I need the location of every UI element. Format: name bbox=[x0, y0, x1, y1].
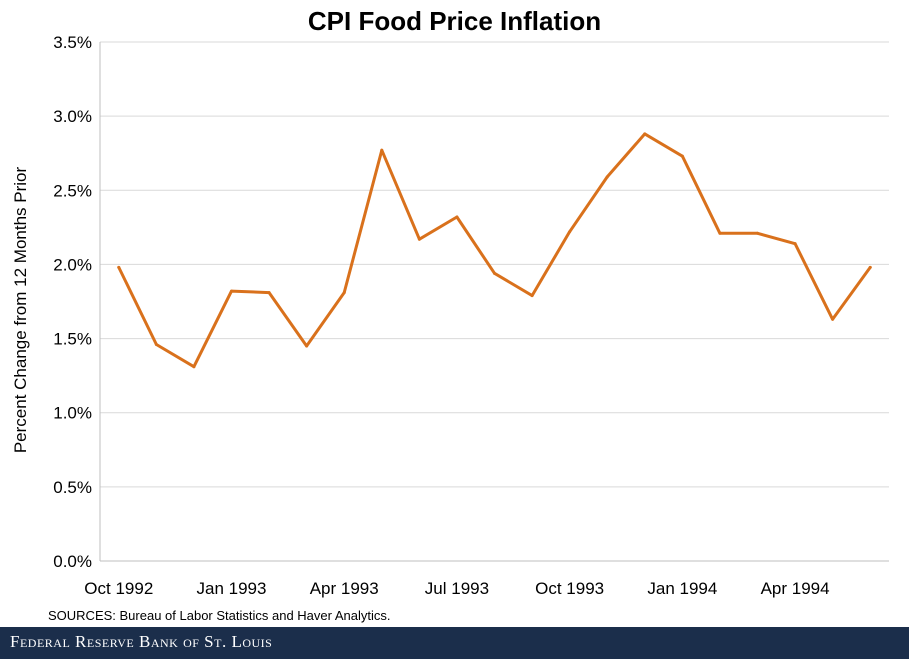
x-tick-label: Oct 1993 bbox=[535, 579, 604, 598]
gridlines bbox=[100, 41, 889, 488]
chart-title: CPI Food Price Inflation bbox=[307, 6, 602, 36]
footer-bar: Federal Reserve Bank of St. Louis bbox=[0, 627, 909, 659]
x-tick-label: Apr 1994 bbox=[761, 579, 830, 598]
data-point bbox=[718, 231, 722, 235]
data-point bbox=[868, 265, 872, 269]
y-tick-label: 1.5% bbox=[53, 330, 92, 349]
data-point bbox=[831, 317, 835, 321]
x-tick-labels: Oct 1992 Jan 1993 Apr 1993 Jul 1993 Oct 1993… bbox=[84, 579, 829, 598]
y-tick-label: 3.5% bbox=[53, 33, 92, 52]
data-point bbox=[192, 365, 196, 369]
data-point bbox=[793, 242, 797, 246]
axes bbox=[99, 42, 889, 562]
data-point bbox=[154, 343, 158, 347]
source-note: SOURCES: Bureau of Labor Statistics and … bbox=[48, 608, 391, 623]
data-point bbox=[493, 271, 496, 275]
x-tick-label: Apr 1993 bbox=[310, 579, 379, 598]
y-tick-label: 0.5% bbox=[53, 478, 92, 497]
data-point bbox=[605, 175, 609, 179]
x-tick-label: Jul 1993 bbox=[425, 579, 489, 598]
data-point bbox=[455, 215, 459, 219]
data-point bbox=[267, 291, 271, 295]
data-point bbox=[680, 154, 684, 158]
data-point bbox=[305, 344, 309, 348]
series-layer bbox=[117, 132, 872, 369]
y-tick-label: 2.0% bbox=[53, 255, 92, 274]
x-tick-label: Jan 1993 bbox=[197, 579, 267, 598]
data-point bbox=[643, 132, 647, 136]
y-tick-label: 1.0% bbox=[53, 404, 92, 423]
data-point bbox=[417, 237, 421, 241]
x-tick-label: Oct 1992 bbox=[84, 579, 153, 598]
footer-brand-logo: Federal Reserve Bank of St. Louis bbox=[10, 632, 273, 651]
data-point bbox=[230, 289, 233, 293]
series-line bbox=[117, 132, 872, 369]
y-tick-labels: 0.0% 0.5% 1.0% 1.5% 2.0% 2.5% 3.0% 3.5% bbox=[53, 33, 92, 571]
x-tick-label: Jan 1994 bbox=[647, 579, 717, 598]
data-point bbox=[342, 291, 346, 295]
data-point bbox=[117, 265, 121, 269]
y-tick-label: 3.0% bbox=[53, 107, 92, 126]
y-tick-label: 0.0% bbox=[53, 552, 92, 571]
data-point bbox=[568, 230, 572, 234]
data-point bbox=[756, 231, 759, 235]
y-tick-label: 2.5% bbox=[53, 181, 92, 200]
data-point bbox=[530, 294, 534, 298]
data-point bbox=[380, 148, 384, 152]
